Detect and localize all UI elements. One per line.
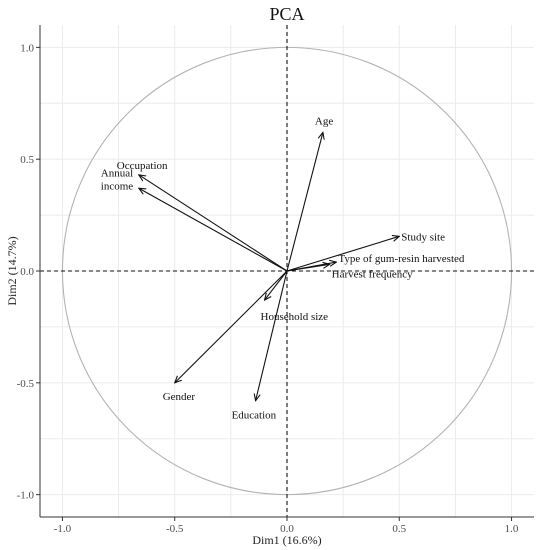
vector-harvest-frequency <box>286 264 330 272</box>
y-tick-label: 0.5 <box>20 154 34 166</box>
vector-annual-income <box>139 188 288 272</box>
vector-age <box>286 132 323 272</box>
vector-label-education: Education <box>232 410 277 422</box>
x-tick-label: -0.5 <box>166 523 184 535</box>
vector-study-site <box>286 236 399 272</box>
vector-label-harvest-frequency: Harvest frequency <box>332 268 413 280</box>
vector-label-line: Age <box>315 115 333 127</box>
y-tick-label: 0.0 <box>20 266 34 278</box>
vector-household-size <box>265 270 288 300</box>
vector-label-gender: Gender <box>163 391 196 403</box>
vector-label-line: Annual <box>101 167 133 179</box>
vector-label-type-of-gum-resin-harvested: Type of gum-resin harvested <box>338 253 464 265</box>
x-tick-label: 0.0 <box>280 523 294 535</box>
vector-label-line: Gender <box>163 391 196 403</box>
vector-label-annual-income: Annual income <box>101 167 133 192</box>
y-axis-title: Dim2 (14.7%) <box>5 236 19 305</box>
vector-label-study-site: Study site <box>401 231 445 243</box>
vector-label-line: Harvest frequency <box>332 268 413 280</box>
x-tick-label: -1.0 <box>54 523 72 535</box>
chart-title: PCA <box>269 4 304 24</box>
vector-label-occupation: Occupation <box>117 160 168 172</box>
vector-education <box>256 270 288 401</box>
vector-label-line: Study site <box>401 231 445 243</box>
vector-label-line: income <box>101 180 133 192</box>
vector-label-household-size: Household size <box>261 311 329 323</box>
vector-gender <box>175 270 288 383</box>
vector-label-line: Education <box>232 410 277 422</box>
x-tick-label: 1.0 <box>505 523 519 535</box>
y-tick-label: -1.0 <box>17 490 35 502</box>
vector-label-line: Household size <box>261 311 329 323</box>
x-tick-label: 0.5 <box>392 523 406 535</box>
y-tick-label: -0.5 <box>17 378 35 390</box>
axes: -1.0 -0.5 0.0 0.5 1.0 -1.0 -0.5 0.0 0.5 1.0 <box>17 25 534 535</box>
vector-label-age: Age <box>315 115 333 127</box>
vector-label-line: Type of gum-resin harvested <box>338 253 464 265</box>
x-axis-title: Dim1 (16.6%) <box>252 533 321 547</box>
vector-label-line: Occupation <box>117 160 168 172</box>
y-tick-label: 1.0 <box>20 42 34 54</box>
vector-occupation <box>139 175 288 272</box>
